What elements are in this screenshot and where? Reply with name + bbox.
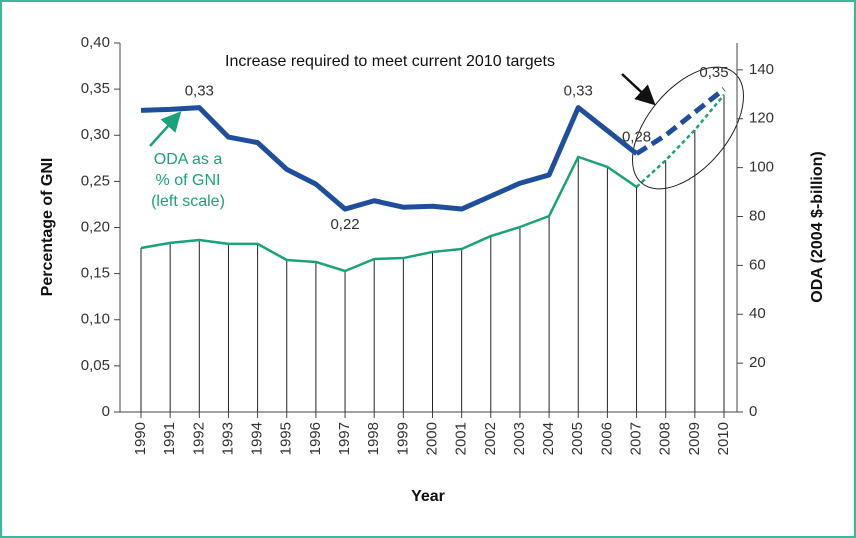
data-label: 0,28 — [622, 129, 651, 146]
y2-tick-label: 120 — [749, 110, 774, 127]
y-tick-label: 0,05 — [81, 357, 110, 374]
y-axis-title: Percentage of GNI — [39, 158, 56, 297]
y-tick-label: 0 — [102, 403, 110, 420]
annotation: ODA as a — [154, 151, 223, 168]
annotation: % of GNI — [156, 172, 221, 189]
y-tick-label: 0,30 — [81, 126, 110, 143]
y-tick-label: 0,10 — [81, 311, 110, 328]
y2-tick-label: 60 — [749, 256, 766, 273]
data-label: 0,22 — [330, 216, 359, 233]
highlight-ellipse — [631, 66, 745, 190]
x-tick-label: 1998 — [365, 422, 382, 455]
y-tick-label: 0,15 — [81, 265, 110, 282]
line — [140, 105, 639, 212]
data-label: 0,35 — [699, 64, 728, 81]
x-tick-label: 2004 — [540, 422, 557, 455]
x-tick-label: 1996 — [307, 422, 324, 455]
y2-tick-label: 0 — [749, 403, 757, 420]
x-tick-label: 2007 — [628, 422, 645, 455]
y2-tick-label: 140 — [749, 61, 774, 78]
x-tick-label: 1990 — [132, 422, 149, 455]
x-tick-label: 1999 — [394, 422, 411, 455]
x-tick-label: 2000 — [423, 422, 440, 455]
x-tick-label: 2010 — [715, 422, 732, 455]
line — [635, 87, 726, 156]
arrow — [149, 111, 182, 147]
y2-tick-label: 20 — [749, 354, 766, 371]
x-tick-label: 2001 — [453, 422, 470, 455]
annotation: Increase required to meet current 2010 t… — [225, 53, 555, 70]
y-tick-label: 0,35 — [81, 80, 110, 97]
x-tick-label: 2009 — [686, 422, 703, 455]
y-tick-label: 0,40 — [81, 34, 110, 51]
data-label: 0,33 — [564, 83, 593, 100]
y2-tick-label: 40 — [749, 305, 766, 322]
y2-tick-label: 80 — [749, 207, 766, 224]
x-tick-label: 1993 — [219, 422, 236, 455]
x-tick-label: 2002 — [482, 422, 499, 455]
x-tick-label: 1991 — [161, 422, 178, 455]
x-tick-label: 1994 — [249, 422, 266, 455]
y2-axis-title: ODA (2004 $-billion) — [809, 151, 826, 302]
annotation: (left scale) — [151, 193, 225, 210]
y-tick-label: 0,20 — [81, 218, 110, 235]
x-tick-label: 1992 — [190, 422, 207, 455]
x-tick-label: 1995 — [278, 422, 295, 455]
y-tick-label: 0,25 — [81, 172, 110, 189]
y2-tick-label: 100 — [749, 159, 774, 176]
data-label: 0,33 — [185, 83, 214, 100]
x-tick-label: 2005 — [569, 422, 586, 455]
x-tick-label: 1997 — [336, 422, 353, 455]
x-tick-label: 2006 — [598, 422, 615, 455]
arrow — [621, 73, 656, 106]
x-tick-label: 2003 — [511, 422, 528, 455]
line — [140, 155, 638, 273]
x-axis-title: Year — [411, 488, 445, 505]
x-tick-label: 2008 — [657, 422, 674, 455]
